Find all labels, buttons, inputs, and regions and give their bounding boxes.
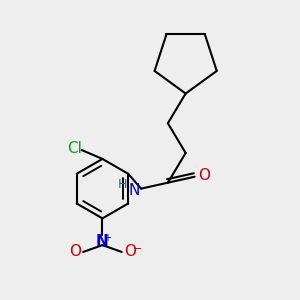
- Text: +: +: [103, 233, 111, 243]
- Text: Cl: Cl: [67, 141, 82, 156]
- Text: O: O: [124, 244, 136, 260]
- Text: N: N: [129, 183, 140, 198]
- Text: H: H: [118, 178, 127, 191]
- Text: O: O: [69, 244, 81, 260]
- Text: O: O: [198, 168, 210, 183]
- Text: N: N: [96, 234, 109, 249]
- Text: −: −: [133, 244, 142, 254]
